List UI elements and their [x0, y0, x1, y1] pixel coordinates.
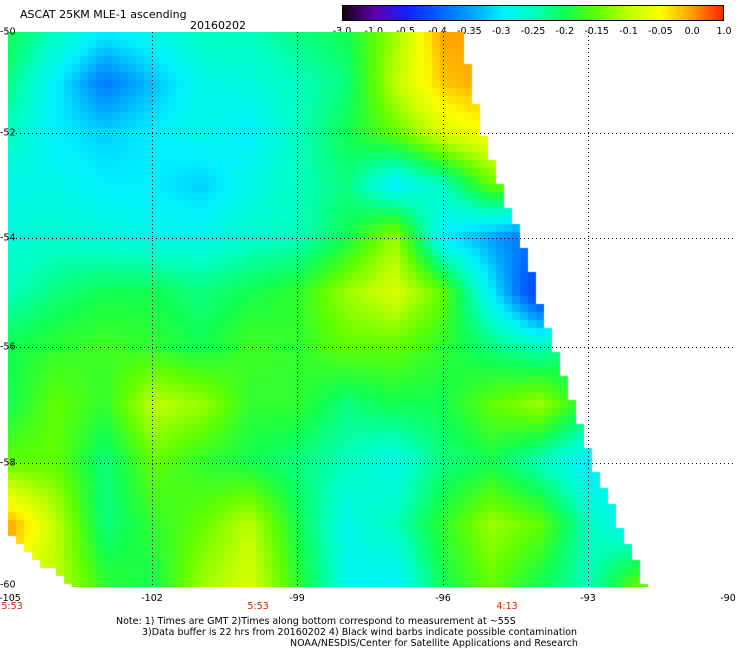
colorbar-tick-label: -0.25	[521, 26, 546, 37]
lat-label: -54	[0, 232, 16, 244]
note-line-2: 3)Data buffer is 22 hrs from 20160202 4)…	[142, 627, 578, 638]
plot-date: 20160202	[190, 19, 246, 32]
colorbar-tick-label: -0.35	[457, 26, 482, 37]
lat-label: -58	[0, 457, 16, 469]
colorbar-tick-label: -0.15	[584, 26, 609, 37]
colorbar-tick-label: -0.5	[396, 26, 415, 37]
colorbar	[342, 5, 724, 21]
colorbar-tick-label: -0.4	[428, 26, 447, 37]
map-panel	[8, 32, 733, 587]
note-line-1: Note: 1) Times are GMT 2)Times along bot…	[116, 616, 516, 627]
lat-label: -52	[0, 127, 16, 139]
map-gridlines	[8, 32, 733, 587]
lon-label: -96	[435, 593, 451, 604]
colorbar-tick-label: 0.0	[685, 26, 700, 37]
colorbar-tick-label: -1.0	[365, 26, 384, 37]
colorbar-tick-label: -0.05	[648, 26, 673, 37]
colorbar-tick-label: -3.0	[333, 26, 352, 37]
lon-label: -99	[289, 593, 305, 604]
colorbar-tick-label: -0.1	[619, 26, 638, 37]
lon-label: -105	[0, 593, 21, 604]
colorbar-tick-label: -0.2	[556, 26, 575, 37]
lat-label: -56	[0, 341, 16, 353]
lon-label: -90	[720, 593, 736, 604]
colorbar-tick-label: 1.0	[716, 26, 731, 37]
note-line-3: NOAA/NESDIS/Center for Satellite Applica…	[290, 638, 578, 649]
time-label: 4:13	[496, 601, 518, 612]
time-label: 5:53	[1, 601, 23, 612]
colorbar-tick-label: -0.3	[492, 26, 511, 37]
lon-label: -102	[141, 593, 163, 604]
plot-title: ASCAT 25KM MLE-1 ascending	[20, 8, 187, 21]
lat-label: -50	[0, 26, 16, 38]
time-label: 5:53	[247, 601, 269, 612]
mle-field-canvas	[8, 32, 733, 587]
lon-label: -93	[580, 593, 596, 604]
lat-label: -60	[0, 579, 16, 591]
